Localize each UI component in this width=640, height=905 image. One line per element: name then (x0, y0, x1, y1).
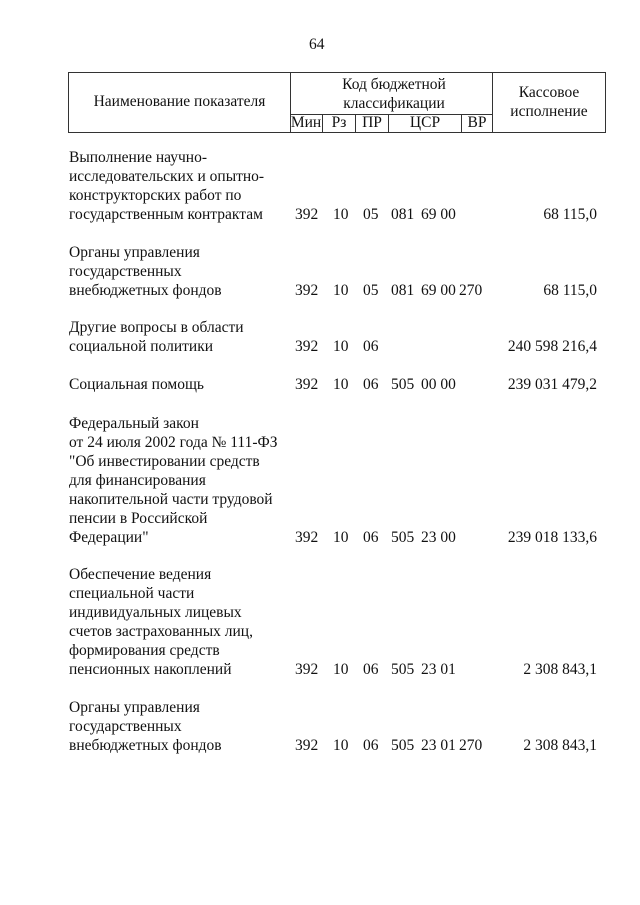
row-code-csr-program: 505 (391, 376, 415, 393)
page-number: 64 (309, 36, 325, 53)
row-code-pr: 06 (363, 661, 379, 678)
divider (322, 114, 323, 132)
divider (355, 114, 356, 132)
row-code-min: 392 (295, 661, 319, 678)
row-amount: 2 308 843,1 (523, 661, 597, 678)
divider (492, 73, 493, 132)
divider (290, 73, 291, 132)
header-csr: ЦСР (409, 114, 441, 131)
header-amount: Кассовое исполнение (510, 84, 588, 120)
divider (388, 114, 389, 132)
header-rz: Рз (331, 114, 347, 131)
header-name: Наименование показателя (93, 93, 266, 110)
header-vr: ВР (467, 114, 487, 131)
row-code-min: 392 (295, 282, 319, 299)
row-code-csr-item: 69 00 (421, 282, 456, 299)
row-name: Федеральный закон от 24 июля 2002 года №… (69, 415, 278, 546)
row-code-min: 392 (295, 737, 319, 754)
row-code-min: 392 (295, 376, 319, 393)
row-code-csr-item: 69 00 (421, 206, 456, 223)
row-amount: 239 018 133,6 (507, 529, 597, 546)
row-amount: 68 115,0 (543, 206, 597, 223)
header-code-group: Код бюджетной классификации (342, 76, 446, 112)
row-amount: 239 031 479,2 (507, 376, 597, 393)
row-code-csr-item: 23 00 (421, 529, 456, 546)
row-name: Другие вопросы в области социальной поли… (69, 319, 244, 355)
row-amount: 2 308 843,1 (523, 737, 597, 754)
header-min: Мин (290, 114, 322, 131)
header-pr: ПР (362, 114, 382, 131)
table-header: Наименование показателя Код бюджетной кл… (68, 72, 606, 133)
row-code-vr: 270 (459, 282, 483, 299)
row-name: Органы управления государственных внебюд… (69, 244, 222, 299)
divider (290, 114, 492, 115)
row-code-csr-item: 23 01 (421, 661, 456, 678)
row-code-min: 392 (295, 338, 319, 355)
row-code-csr-item: 23 01 (421, 737, 456, 754)
row-name: Выполнение научно- исследовательских и о… (69, 149, 265, 223)
row-code-csr-program: 505 (391, 737, 415, 754)
row-name: Обеспечение ведения специальной части ин… (69, 566, 253, 678)
row-code-csr-program: 505 (391, 661, 415, 678)
row-code-pr: 06 (363, 376, 379, 393)
row-name: Органы управления государственных внебюд… (69, 699, 222, 754)
row-code-csr-item: 00 00 (421, 376, 456, 393)
row-code-pr: 05 (363, 206, 379, 223)
row-code-pr: 05 (363, 282, 379, 299)
row-code-pr: 06 (363, 529, 379, 546)
row-code-min: 392 (295, 206, 319, 223)
row-code-rz: 10 (333, 661, 349, 678)
row-amount: 240 598 216,4 (507, 338, 597, 355)
row-amount: 68 115,0 (543, 282, 597, 299)
row-code-pr: 06 (363, 338, 379, 355)
row-code-rz: 10 (333, 737, 349, 754)
divider (461, 114, 462, 132)
row-code-rz: 10 (333, 206, 349, 223)
row-code-vr: 270 (459, 737, 483, 754)
row-code-rz: 10 (333, 282, 349, 299)
row-code-rz: 10 (333, 376, 349, 393)
row-code-min: 392 (295, 529, 319, 546)
row-name: Социальная помощь (69, 376, 204, 393)
row-code-pr: 06 (363, 737, 379, 754)
row-code-csr-program: 081 (391, 282, 415, 299)
row-code-csr-program: 505 (391, 529, 415, 546)
row-code-rz: 10 (333, 338, 349, 355)
row-code-rz: 10 (333, 529, 349, 546)
row-code-csr-program: 081 (391, 206, 415, 223)
